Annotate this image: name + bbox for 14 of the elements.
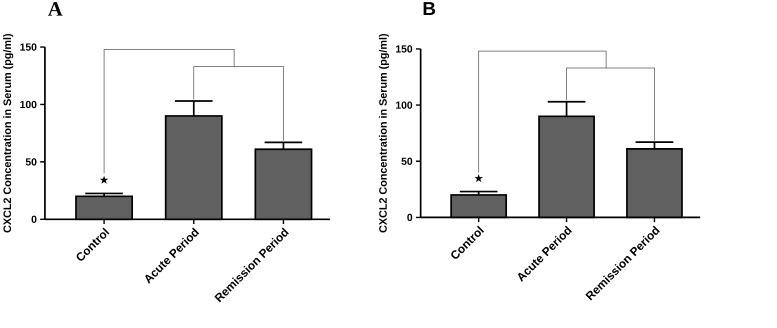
y-tick-label: 0 xyxy=(407,214,412,221)
y-axis-title: CXCL2 Concentration in Serum (pg/ml) xyxy=(378,34,389,232)
chart-title: A xyxy=(48,2,63,16)
y-tick-label: 50 xyxy=(26,158,36,166)
y-tick-label: 0 xyxy=(32,215,36,223)
y-tick-label: 100 xyxy=(396,101,412,109)
y-tick-label: 150 xyxy=(396,45,412,52)
y-tick-label: 50 xyxy=(401,157,412,165)
annotation: ★ xyxy=(100,175,108,184)
annotation: ★ xyxy=(474,174,483,182)
y-axis-title: CXCL2 Concentration in Serum (pg/ml) xyxy=(3,34,14,232)
y-tick-label: 150 xyxy=(20,43,36,50)
chart-title: B xyxy=(424,2,436,15)
y-tick-label: 100 xyxy=(20,100,36,108)
